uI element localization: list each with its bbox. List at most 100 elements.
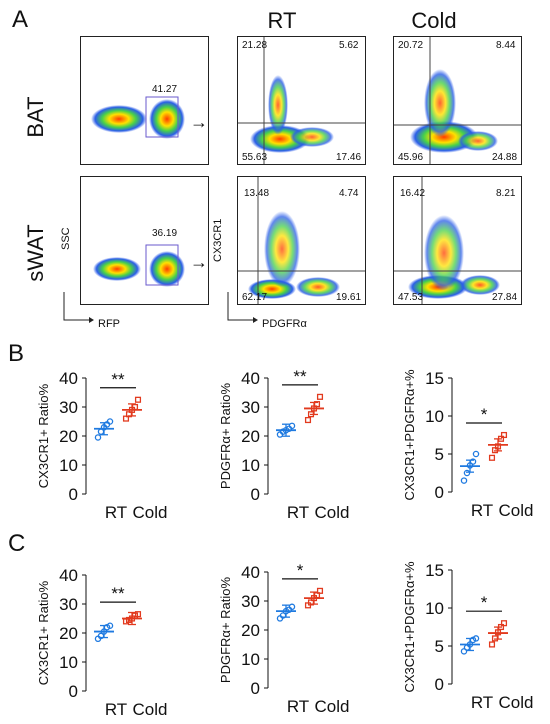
- y-tick-label: 10: [59, 456, 78, 475]
- data-point: [463, 469, 471, 477]
- y-tick-label: 30: [59, 398, 78, 417]
- y-tick-label: 30: [241, 592, 260, 611]
- data-point: [500, 431, 508, 439]
- x-category-label: Cold: [315, 503, 350, 522]
- data-point: [500, 620, 508, 627]
- y-tick-label: 15: [425, 561, 444, 580]
- y-tick-label: 5: [435, 445, 444, 464]
- data-point: [94, 434, 102, 441]
- quadrant-value-ur: 4.74: [339, 188, 359, 199]
- x-category-label: RT: [287, 697, 309, 716]
- x-category-label: Cold: [315, 697, 350, 716]
- quadrant-value-ul: 21.28: [242, 40, 268, 51]
- y-tick-label: 20: [241, 427, 260, 446]
- flow-density-bat-rt: [238, 37, 365, 164]
- column-header-cold: Cold: [411, 8, 457, 33]
- flow-density-bat-cold: [394, 37, 521, 164]
- flow-plot-bat-gate: [80, 36, 209, 165]
- y-tick-label: 10: [59, 653, 78, 672]
- gate-value-swat: 36.19: [152, 228, 178, 239]
- axis-arrow-icon: [63, 292, 94, 323]
- quadrant-value-ll: 55.63: [242, 152, 268, 163]
- data-point: [460, 477, 468, 484]
- y-tick-label: 40: [241, 563, 260, 582]
- flow-plot-swat-cold: [393, 176, 522, 305]
- y-tick-label: 0: [69, 485, 78, 504]
- significance-label: *: [481, 405, 488, 424]
- flow-plot-bat-rt: [237, 36, 366, 165]
- y-tick-label: 0: [435, 483, 444, 502]
- data-point: [488, 641, 496, 648]
- significance-label: **: [111, 584, 125, 603]
- x-category-label: Cold: [499, 501, 534, 520]
- quadrant-value-ul: 16.42: [400, 188, 426, 199]
- y-tick-label: 0: [69, 682, 78, 701]
- data-point: [316, 393, 324, 400]
- y-tick-label: 40: [59, 369, 78, 388]
- gate-value-bat: 41.27: [152, 84, 178, 95]
- column-header-rt: RT: [267, 8, 297, 33]
- data-point: [491, 635, 499, 642]
- flow-density-swat-cold: [394, 177, 521, 304]
- x-category-label: Cold: [499, 693, 534, 712]
- y-axis-label: PDGFRα+ Ratio%: [218, 577, 233, 684]
- y-axis-label: PDGFRα+ Ratio%: [218, 383, 233, 490]
- data-point: [316, 587, 324, 594]
- flow-plot-bat-cold: [393, 36, 522, 165]
- flow-x-label-pdgfra: PDGFRα: [262, 318, 307, 330]
- panel-label-a: A: [12, 6, 29, 33]
- data-point: [472, 450, 480, 458]
- x-category-label: RT: [105, 503, 127, 522]
- y-axis-label: CX3CR1+ Ratio%: [36, 383, 51, 488]
- data-point: [134, 396, 142, 403]
- data-point: [106, 418, 114, 425]
- significance-label: *: [481, 593, 488, 612]
- flow-plot-swat-gate: [80, 176, 209, 305]
- x-category-label: RT: [471, 693, 493, 712]
- x-category-label: Cold: [133, 700, 168, 719]
- y-tick-label: 0: [251, 679, 260, 698]
- quadrant-value-ul: 20.72: [398, 40, 424, 51]
- quadrant-value-ur: 8.44: [496, 40, 516, 51]
- y-tick-label: 30: [241, 398, 260, 417]
- quadrant-value-ul: 13.48: [244, 188, 270, 199]
- y-axis-label: CX3CR1+PDGFRα+%: [402, 369, 417, 500]
- flow-x-label-rfp: RFP: [98, 318, 120, 330]
- y-tick-label: 20: [59, 624, 78, 643]
- data-point: [304, 416, 312, 424]
- data-point: [288, 422, 296, 430]
- flow-density-bat-gate: [91, 96, 185, 139]
- flow-density-swat-gate: [93, 244, 185, 287]
- data-point: [488, 454, 496, 461]
- quadrant-value-lr: 27.84: [492, 292, 518, 303]
- quadrant-value-ll: 45.96: [398, 152, 424, 163]
- y-tick-label: 10: [241, 456, 260, 475]
- quadrant-value-lr: 17.46: [336, 152, 362, 163]
- quadrant-value-ll: 62.17: [242, 292, 268, 303]
- y-tick-label: 0: [251, 485, 260, 504]
- significance-label: **: [111, 370, 125, 389]
- flow-plot-swat-rt: [237, 176, 366, 305]
- quadrant-value-ur: 5.62: [339, 40, 359, 51]
- flow-density-swat-rt: [238, 177, 365, 304]
- x-category-label: Cold: [133, 503, 168, 522]
- y-axis-label: CX3CR1+ Ratio%: [36, 580, 51, 685]
- quadrant-value-ur: 8.21: [496, 188, 516, 199]
- x-category-label: RT: [287, 503, 309, 522]
- quadrant-value-lr: 24.88: [492, 152, 518, 163]
- x-category-label: RT: [471, 501, 493, 520]
- y-tick-label: 10: [425, 407, 444, 426]
- x-category-label: RT: [105, 700, 127, 719]
- y-tick-label: 40: [59, 566, 78, 585]
- quadrant-value-lr: 19.61: [336, 292, 362, 303]
- y-tick-label: 10: [425, 599, 444, 618]
- significance-label: **: [293, 367, 307, 386]
- significance-label: *: [297, 561, 304, 580]
- quadrant-value-ll: 47.53: [398, 292, 424, 303]
- y-tick-label: 10: [241, 650, 260, 669]
- panel-label-b: B: [8, 340, 25, 367]
- panel-label-c: C: [8, 530, 26, 557]
- data-point: [134, 611, 142, 618]
- y-tick-label: 5: [435, 637, 444, 656]
